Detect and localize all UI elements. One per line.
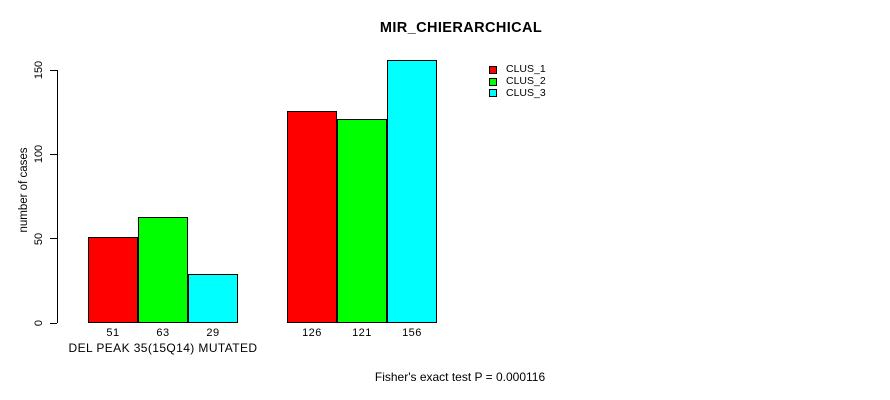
bar-clus_3-group-1 — [188, 274, 238, 323]
legend-swatch-clus-2 — [489, 77, 497, 86]
y-axis-tick-label: 0 — [33, 319, 45, 327]
fisher-test-annotation: Fisher's exact test P = 0.000116 — [374, 370, 546, 384]
y-axis-tick-label: 50 — [33, 232, 45, 245]
bar-clus_2-group-1 — [138, 217, 188, 323]
bar-clus_1-group-1 — [88, 237, 138, 323]
bar-clus_3-group-2 — [387, 60, 437, 323]
legend-swatch-clus-3 — [489, 89, 497, 98]
x-category-label: DEL PEAK 35(15Q14) MUTATED — [68, 341, 258, 355]
bar-value-label: 126 — [302, 327, 322, 339]
y-axis-tick — [50, 238, 57, 240]
bar-value-label: 51 — [106, 327, 120, 339]
bar-clus_1-group-2 — [287, 111, 337, 323]
y-axis-tick — [50, 153, 57, 155]
y-axis-tick-label: 150 — [33, 60, 45, 80]
chart-title: MIR_CHIERARCHICAL — [379, 20, 543, 36]
legend-swatch-clus-1 — [489, 65, 497, 74]
legend-item-clus-1: CLUS_1 — [489, 64, 546, 76]
legend: CLUS_1 CLUS_2 CLUS_3 — [489, 64, 546, 99]
legend-label: CLUS_1 — [506, 63, 546, 76]
legend-label: CLUS_3 — [506, 86, 546, 99]
y-axis-tick — [50, 69, 57, 71]
y-axis-line — [57, 70, 58, 323]
y-axis-tick — [50, 322, 57, 324]
legend-item-clus-2: CLUS_2 — [489, 76, 546, 88]
bar-value-label: 63 — [156, 327, 170, 339]
legend-item-clus-3: CLUS_3 — [489, 87, 546, 99]
bar-value-label: 121 — [352, 327, 372, 339]
bar-value-label: 29 — [206, 327, 220, 339]
legend-label: CLUS_2 — [506, 75, 546, 88]
y-axis-tick-label: 100 — [33, 145, 45, 164]
y-axis-label: number of cases — [18, 147, 30, 233]
bar-value-label: 156 — [402, 327, 422, 339]
bar-clus_2-group-2 — [337, 119, 387, 323]
